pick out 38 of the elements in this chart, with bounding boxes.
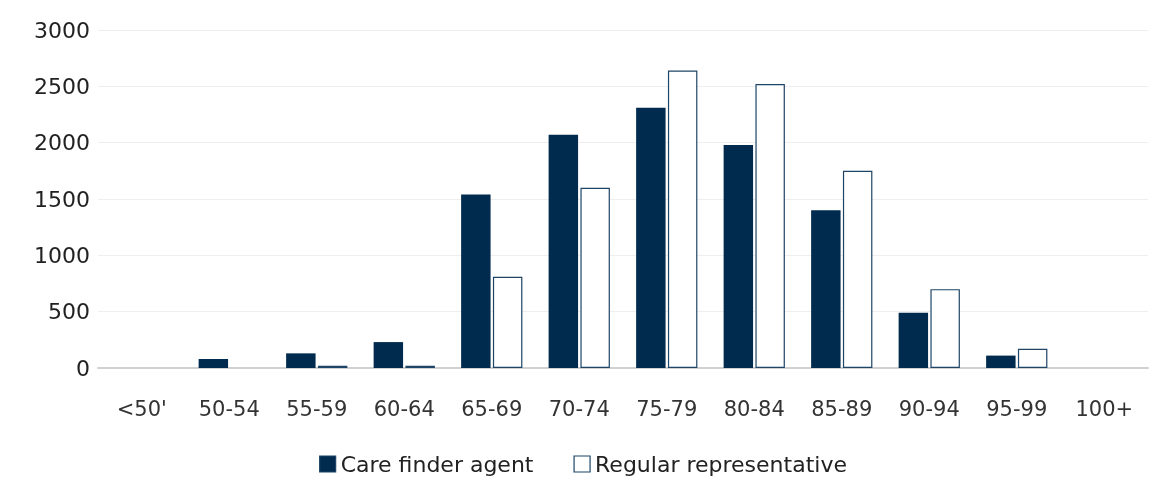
x-tick-label: 75-79: [636, 396, 698, 421]
x-tick-label: 80-84: [723, 396, 785, 421]
x-tick-label: 55-59: [286, 396, 348, 421]
x-tick-label: 85-89: [811, 396, 873, 421]
bar: [723, 144, 754, 368]
legend-label: Regular representative: [595, 451, 847, 477]
bar: [930, 289, 960, 368]
x-tick-label: 65-69: [461, 396, 523, 421]
bar: [636, 107, 666, 368]
x-tick-label: <50': [116, 396, 167, 421]
x-tick-label: 95-99: [986, 396, 1048, 421]
bar: [580, 187, 610, 368]
x-tick-label: 50-54: [198, 396, 260, 421]
y-tick-label: 500: [48, 299, 90, 325]
bar: [548, 134, 579, 368]
bar: [898, 312, 929, 368]
bar: [667, 70, 698, 368]
x-tick-label: 70-74: [548, 396, 610, 421]
bar: [842, 170, 873, 368]
x-tick-label: 90-94: [898, 396, 960, 421]
y-tick-label: 2000: [34, 130, 90, 156]
bar: [198, 358, 229, 368]
y-tick-label: 2500: [34, 73, 90, 99]
legend-label: Care finder agent: [340, 451, 534, 477]
y-tick-label: 3000: [34, 17, 90, 43]
y-tick-label: 1000: [34, 242, 90, 268]
y-tick-label: 0: [76, 355, 90, 381]
y-tick-label: 1500: [34, 186, 90, 212]
bar: [461, 194, 491, 368]
bar: [986, 355, 1016, 368]
bar: [811, 210, 841, 368]
bar: [286, 353, 316, 368]
bar: [1017, 348, 1048, 368]
x-tick-label: 100+: [1075, 396, 1134, 421]
bar: [492, 276, 523, 368]
bar: [373, 342, 404, 368]
bar: [755, 84, 785, 368]
x-tick-label: 60-64: [373, 396, 435, 421]
